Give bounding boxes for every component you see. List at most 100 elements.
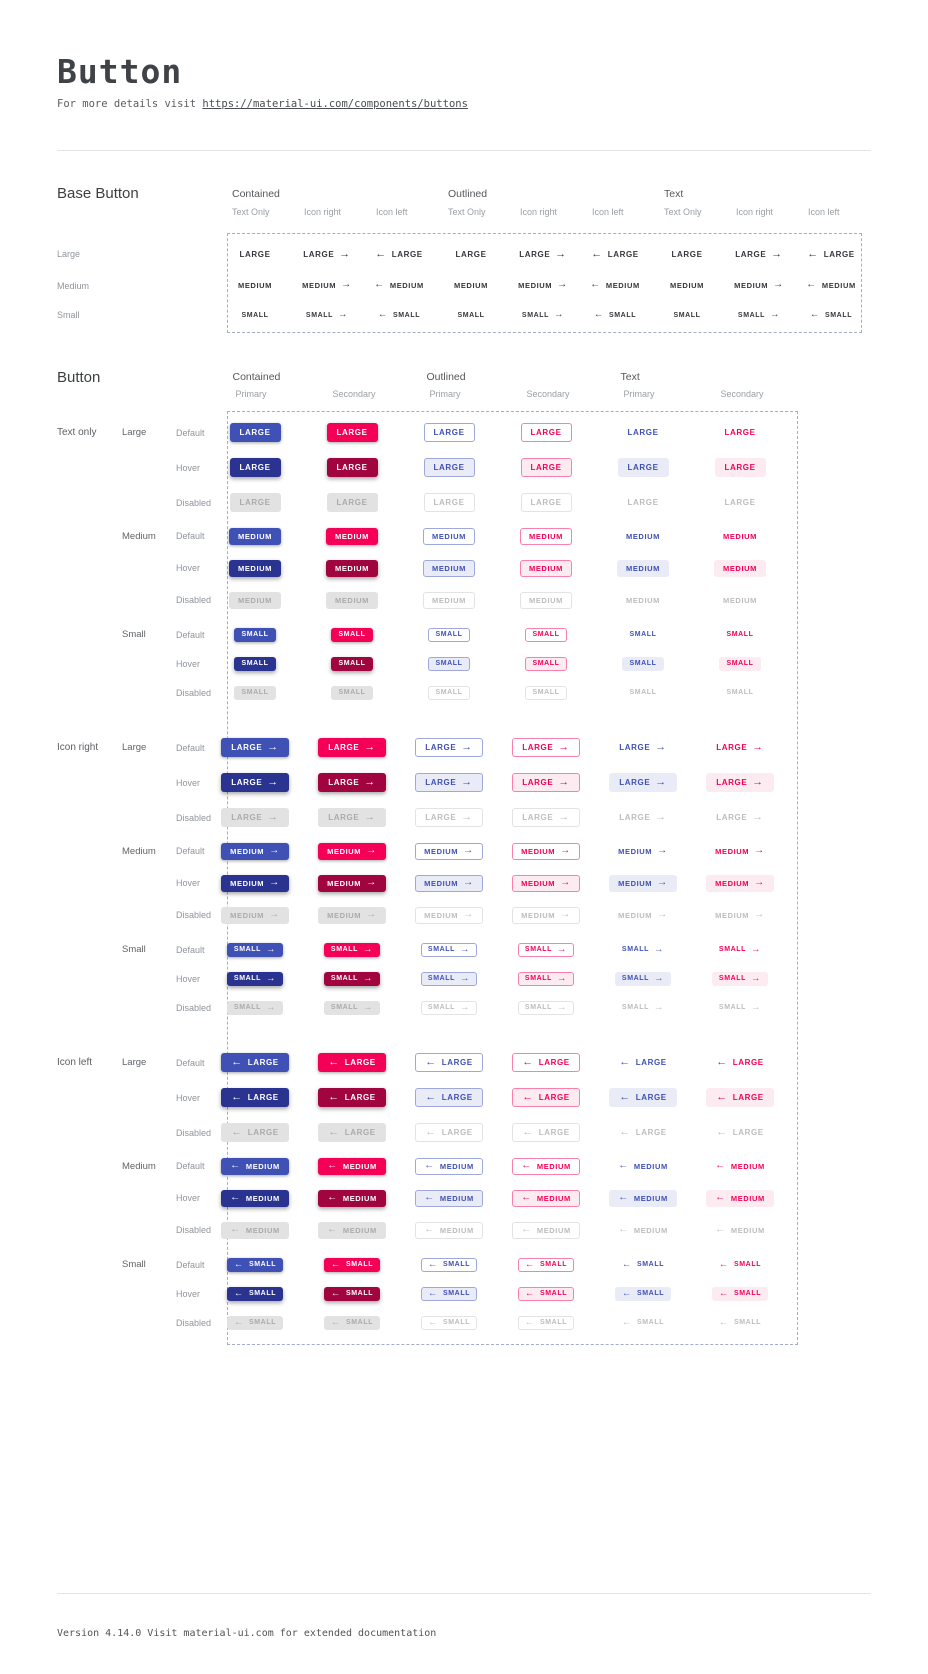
button-outlined-primary-icon-left-small-hover[interactable]: ← SMALL <box>420 1286 478 1301</box>
button-contained-primary-icon-right-medium-disabled[interactable]: MEDIUM → <box>221 906 289 924</box>
button-outlined-secondary-icon-right-small-default[interactable]: SMALL → <box>517 942 575 957</box>
base-button-outlined-icon-left-large[interactable]: ← LARGE <box>581 245 648 264</box>
button-text-secondary-icon-right-medium-disabled[interactable]: MEDIUM → <box>706 907 774 924</box>
button-text-secondary-icon-right-small-hover[interactable]: SMALL → <box>711 971 769 986</box>
button-contained-secondary-icon-left-small-hover[interactable]: ← SMALL <box>323 1286 381 1301</box>
button-text-primary-text-only-small-hover[interactable]: SMALL <box>622 656 664 671</box>
button-contained-secondary-text-only-small-hover[interactable]: SMALL <box>331 656 373 671</box>
button-outlined-secondary-icon-left-medium-hover[interactable]: ← MEDIUM <box>512 1189 580 1207</box>
button-contained-secondary-icon-right-medium-disabled[interactable]: MEDIUM → <box>318 906 386 924</box>
base-button-contained-text-only-small[interactable]: SMALL <box>234 308 275 322</box>
button-contained-secondary-icon-right-small-hover[interactable]: SMALL → <box>323 971 381 986</box>
button-outlined-primary-icon-left-medium-disabled[interactable]: ← MEDIUM <box>415 1221 483 1239</box>
button-outlined-primary-icon-left-medium-default[interactable]: ← MEDIUM <box>415 1157 483 1175</box>
button-text-primary-icon-right-large-hover[interactable]: LARGE → <box>609 773 677 792</box>
button-contained-primary-icon-left-large-hover[interactable]: ← LARGE <box>221 1088 289 1107</box>
button-contained-secondary-icon-left-large-disabled[interactable]: ← LARGE <box>318 1123 386 1142</box>
base-button-text-icon-right-small[interactable]: SMALL → <box>731 308 787 322</box>
button-text-secondary-icon-left-large-hover[interactable]: ← LARGE <box>706 1088 774 1107</box>
button-text-primary-icon-left-small-default[interactable]: ← SMALL <box>615 1258 671 1272</box>
button-text-primary-text-only-medium-hover[interactable]: MEDIUM <box>616 559 669 577</box>
button-contained-primary-text-only-large-disabled[interactable]: LARGE <box>229 493 281 512</box>
button-contained-primary-text-only-small-disabled[interactable]: SMALL <box>234 685 276 700</box>
base-button-outlined-text-only-medium[interactable]: MEDIUM <box>445 277 497 294</box>
button-text-primary-text-only-medium-disabled[interactable]: MEDIUM <box>617 592 669 609</box>
button-outlined-primary-text-only-large-disabled[interactable]: LARGE <box>423 493 475 512</box>
button-outlined-secondary-text-only-large-default[interactable]: LARGE <box>520 423 572 442</box>
button-text-primary-icon-left-medium-disabled[interactable]: ← MEDIUM <box>609 1222 677 1239</box>
button-contained-secondary-icon-left-small-disabled[interactable]: ← SMALL <box>323 1315 381 1330</box>
button-contained-primary-icon-right-large-default[interactable]: LARGE → <box>221 738 289 757</box>
button-text-secondary-icon-right-large-disabled[interactable]: LARGE → <box>706 808 773 827</box>
button-contained-primary-icon-left-small-default[interactable]: ← SMALL <box>226 1257 284 1272</box>
button-text-secondary-icon-left-large-disabled[interactable]: ← LARGE <box>706 1123 773 1142</box>
button-text-secondary-text-only-medium-default[interactable]: MEDIUM <box>714 528 766 545</box>
button-text-primary-text-only-small-default[interactable]: SMALL <box>622 628 663 642</box>
button-contained-secondary-text-only-small-disabled[interactable]: SMALL <box>331 685 373 700</box>
base-button-text-icon-right-medium[interactable]: MEDIUM → <box>725 277 793 294</box>
button-text-primary-icon-right-medium-default[interactable]: MEDIUM → <box>609 843 677 860</box>
button-contained-primary-icon-right-large-hover[interactable]: LARGE → <box>221 773 289 792</box>
button-text-primary-icon-right-medium-disabled[interactable]: MEDIUM → <box>609 907 677 924</box>
button-outlined-secondary-icon-left-medium-disabled[interactable]: ← MEDIUM <box>512 1221 580 1239</box>
button-outlined-primary-icon-left-large-default[interactable]: ← LARGE <box>415 1053 483 1072</box>
button-outlined-primary-icon-right-large-default[interactable]: LARGE → <box>415 738 483 757</box>
button-contained-primary-icon-right-medium-hover[interactable]: MEDIUM → <box>221 874 289 892</box>
button-contained-primary-icon-right-small-disabled[interactable]: SMALL → <box>226 1000 284 1015</box>
button-outlined-secondary-icon-right-medium-disabled[interactable]: MEDIUM → <box>512 906 580 924</box>
button-text-secondary-icon-right-large-default[interactable]: LARGE → <box>706 738 773 757</box>
button-outlined-primary-text-only-medium-default[interactable]: MEDIUM <box>422 527 475 545</box>
button-outlined-secondary-icon-right-large-hover[interactable]: LARGE → <box>512 773 580 792</box>
button-contained-primary-text-only-medium-default[interactable]: MEDIUM <box>228 527 281 545</box>
button-contained-secondary-icon-right-medium-hover[interactable]: MEDIUM → <box>318 874 386 892</box>
button-contained-primary-icon-left-small-hover[interactable]: ← SMALL <box>226 1286 284 1301</box>
button-contained-primary-text-only-small-default[interactable]: SMALL <box>234 627 276 642</box>
button-contained-secondary-icon-right-large-default[interactable]: LARGE → <box>318 738 386 757</box>
button-contained-secondary-text-only-large-hover[interactable]: LARGE <box>326 458 378 477</box>
button-outlined-primary-icon-left-small-disabled[interactable]: ← SMALL <box>420 1315 478 1330</box>
button-text-primary-icon-left-small-disabled[interactable]: ← SMALL <box>615 1316 671 1330</box>
button-text-secondary-icon-left-large-default[interactable]: ← LARGE <box>706 1053 773 1072</box>
button-outlined-primary-text-only-small-disabled[interactable]: SMALL <box>428 685 470 700</box>
button-contained-primary-text-only-large-hover[interactable]: LARGE <box>229 458 281 477</box>
button-outlined-secondary-text-only-small-disabled[interactable]: SMALL <box>525 685 567 700</box>
button-outlined-primary-icon-right-medium-disabled[interactable]: MEDIUM → <box>415 906 483 924</box>
button-outlined-primary-icon-right-medium-default[interactable]: MEDIUM → <box>415 842 483 860</box>
button-contained-primary-icon-right-small-hover[interactable]: SMALL → <box>226 971 284 986</box>
button-contained-primary-text-only-large-default[interactable]: LARGE <box>229 423 281 442</box>
base-button-text-icon-left-large[interactable]: ← LARGE <box>797 245 864 264</box>
button-text-secondary-text-only-large-disabled[interactable]: LARGE <box>715 493 766 512</box>
button-text-secondary-text-only-large-hover[interactable]: LARGE <box>714 458 766 477</box>
base-button-contained-text-only-large[interactable]: LARGE <box>230 245 281 264</box>
button-outlined-primary-text-only-small-hover[interactable]: SMALL <box>428 656 470 671</box>
button-text-primary-icon-left-large-disabled[interactable]: ← LARGE <box>609 1123 676 1142</box>
button-text-secondary-icon-right-small-default[interactable]: SMALL → <box>712 943 768 957</box>
button-outlined-secondary-text-only-small-hover[interactable]: SMALL <box>525 656 567 671</box>
button-contained-primary-text-only-medium-hover[interactable]: MEDIUM <box>228 559 281 577</box>
button-outlined-secondary-icon-left-small-default[interactable]: ← SMALL <box>517 1257 575 1272</box>
button-contained-secondary-text-only-large-disabled[interactable]: LARGE <box>326 493 378 512</box>
button-text-secondary-icon-left-small-disabled[interactable]: ← SMALL <box>712 1316 768 1330</box>
base-button-outlined-icon-right-small[interactable]: SMALL → <box>515 308 571 322</box>
button-contained-secondary-icon-left-small-default[interactable]: ← SMALL <box>323 1257 381 1272</box>
button-outlined-primary-text-only-medium-hover[interactable]: MEDIUM <box>422 559 475 577</box>
button-outlined-primary-text-only-large-hover[interactable]: LARGE <box>423 458 475 477</box>
base-button-text-text-only-medium[interactable]: MEDIUM <box>661 277 713 294</box>
base-button-text-icon-right-large[interactable]: LARGE → <box>725 245 792 264</box>
button-text-secondary-icon-right-large-hover[interactable]: LARGE → <box>706 773 774 792</box>
button-outlined-secondary-icon-left-large-hover[interactable]: ← LARGE <box>512 1088 580 1107</box>
button-text-primary-text-only-small-disabled[interactable]: SMALL <box>622 686 663 700</box>
button-text-secondary-text-only-small-hover[interactable]: SMALL <box>719 656 761 671</box>
button-contained-primary-icon-right-large-disabled[interactable]: LARGE → <box>221 808 289 827</box>
base-button-outlined-icon-right-large[interactable]: LARGE → <box>509 245 576 264</box>
button-text-secondary-icon-left-small-hover[interactable]: ← SMALL <box>711 1286 769 1301</box>
button-outlined-secondary-icon-right-medium-hover[interactable]: MEDIUM → <box>512 874 580 892</box>
button-contained-primary-text-only-small-hover[interactable]: SMALL <box>234 656 276 671</box>
button-contained-secondary-text-only-medium-disabled[interactable]: MEDIUM <box>325 591 378 609</box>
base-button-text-text-only-large[interactable]: LARGE <box>662 245 713 264</box>
button-text-primary-icon-right-small-default[interactable]: SMALL → <box>615 943 671 957</box>
button-text-primary-icon-right-large-default[interactable]: LARGE → <box>609 738 676 757</box>
button-outlined-secondary-text-only-large-disabled[interactable]: LARGE <box>520 493 572 512</box>
base-button-outlined-text-only-large[interactable]: LARGE <box>446 245 497 264</box>
button-outlined-secondary-text-only-large-hover[interactable]: LARGE <box>520 458 572 477</box>
